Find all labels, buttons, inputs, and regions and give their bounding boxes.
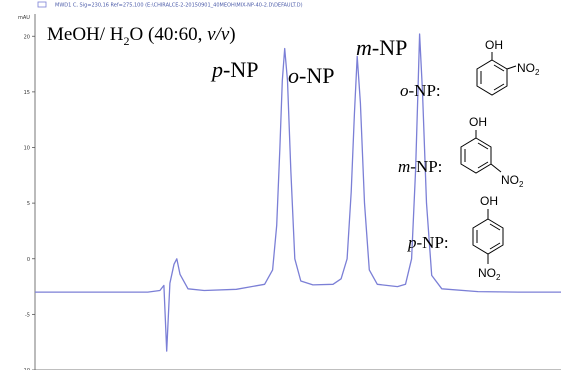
oh-group-m: OH [469,115,487,129]
chromatogram-trace [35,33,561,352]
y-tick-label: 10 [24,146,30,152]
structure-label-o-np: o-NP: [400,81,441,100]
y-tick-label: 5 [27,201,30,207]
structure-label-m-np: m-NP: [398,157,442,176]
y-tick-label: -5 [25,312,30,318]
y-tick-label: 15 [24,90,30,96]
structure-p-np: p-NP: OH NO2 [407,194,504,282]
no2-group-o: NO2 [517,61,540,77]
y-tick-label: -10 [22,368,30,370]
y-ticks: 20 15 10 5 0 -5 -10 [22,34,35,370]
no2-group-p: NO2 [478,266,501,282]
structure-label-p-np: p-NP: [407,233,449,252]
peak-label-m-np: m-NP [356,35,407,60]
y-tick-label: 20 [24,34,30,40]
structure-m-np: m-NP: OH NO2 [398,115,524,189]
mobile-phase-label: MeOH/ H2O (40:60, v/v) [47,24,236,48]
peak-label-o-np: o-NP [288,63,334,88]
benzene-ring-m [460,137,492,174]
no2-group-m: NO2 [501,173,524,189]
peak-label-p-np: p-NP [210,57,258,82]
structure-o-np: o-NP: OH NO2 [400,38,540,100]
signal-header: MWD1 C, Sig=230,16 Ref=275,100 (E:\CHIRA… [55,3,303,9]
y-tick-label: 0 [27,257,30,263]
oh-group-p: OH [480,194,498,208]
oh-group-o: OH [485,38,503,52]
y-unit: mAU [18,15,30,21]
legend-swatch [37,1,47,8]
